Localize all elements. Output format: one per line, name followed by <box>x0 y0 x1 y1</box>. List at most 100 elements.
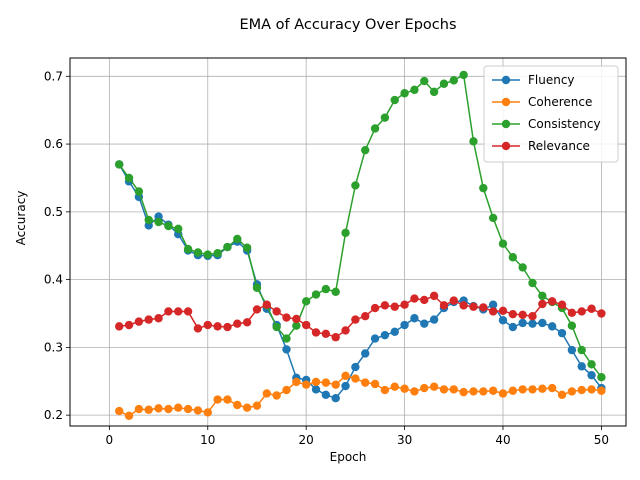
relevance-point <box>469 302 478 311</box>
legend-item-coherence: Coherence <box>492 95 592 109</box>
plot-area-frame <box>69 57 627 427</box>
relevance-point <box>262 300 272 309</box>
consistency-point <box>459 70 468 80</box>
fluency-point <box>321 390 331 400</box>
legend-item-consistency: Consistency <box>492 117 601 131</box>
coherence-point <box>203 408 212 417</box>
consistency-point <box>390 95 399 105</box>
fluency-point <box>351 362 360 372</box>
coherence-point <box>488 386 498 395</box>
consistency-point <box>223 242 232 252</box>
legend-marker-relevance <box>501 141 511 151</box>
coherence-point <box>429 382 439 391</box>
coherence-point <box>282 385 291 395</box>
fluency-point <box>390 327 399 336</box>
relevance-point <box>567 308 577 318</box>
relevance-point <box>282 313 291 322</box>
y-tick-label: 0.5 <box>44 205 63 219</box>
relevance-point <box>301 320 311 330</box>
series-group <box>115 70 606 421</box>
consistency-point <box>272 322 281 332</box>
relevance-point <box>321 329 331 339</box>
consistency-point <box>567 321 577 330</box>
fluency-point <box>282 345 291 354</box>
coherence-point <box>213 395 222 404</box>
relevance-point <box>488 307 498 316</box>
relevance-point <box>203 320 212 330</box>
coherence-point <box>459 387 468 397</box>
fluency-point <box>341 381 350 391</box>
consistency-point <box>203 250 212 259</box>
consistency-point <box>351 181 360 190</box>
consistency-point <box>439 79 449 88</box>
consistency-point <box>380 113 390 122</box>
coherence-point <box>498 389 508 398</box>
consistency-point <box>154 217 163 227</box>
relevance-point <box>587 304 596 313</box>
fluency-point <box>547 322 557 331</box>
consistency-point <box>242 243 252 252</box>
coherence-point <box>292 377 301 387</box>
consistency-point <box>193 248 203 257</box>
coherence-point <box>538 384 547 393</box>
consistency-point <box>538 291 547 301</box>
coherence-point <box>262 389 272 398</box>
coherence-point <box>331 380 340 389</box>
consistency-point <box>410 85 419 95</box>
coherence-point <box>547 383 557 393</box>
fluency-point <box>361 349 370 358</box>
coherence-point <box>361 378 370 387</box>
y-tick-label: 0.2 <box>44 408 63 422</box>
consistency-point <box>301 297 311 306</box>
relevance-point <box>252 305 262 314</box>
relevance-point <box>410 294 419 303</box>
relevance-point <box>449 296 458 305</box>
legend-item-relevance: Relevance <box>492 139 590 153</box>
consistency-point <box>469 137 478 146</box>
consistency-point <box>498 239 508 248</box>
consistency-series <box>115 70 606 382</box>
consistency-point <box>361 145 370 155</box>
fluency-point <box>370 334 380 343</box>
x-tick-label: 0 <box>106 433 114 447</box>
relevance-point <box>134 317 144 326</box>
coherence-point <box>400 384 409 393</box>
legend-item-fluency: Fluency <box>492 73 575 87</box>
fluency-point <box>528 319 537 328</box>
coherence-point <box>242 403 252 412</box>
relevance-point <box>439 301 449 310</box>
legend-label-fluency: Fluency <box>528 73 575 87</box>
fluency-point <box>420 319 429 328</box>
relevance-point <box>164 307 173 316</box>
coherence-point <box>508 386 518 395</box>
relevance-point <box>292 314 301 324</box>
relevance-point <box>311 328 321 337</box>
consistency-point <box>144 215 153 225</box>
consistency-point <box>252 283 262 292</box>
fluency-point <box>331 394 340 403</box>
relevance-point <box>341 326 350 335</box>
relevance-point <box>538 299 547 309</box>
legend-label-consistency: Consistency <box>528 117 601 131</box>
consistency-point <box>420 76 429 86</box>
coherence-point <box>272 391 281 400</box>
legend-marker-coherence <box>501 97 511 107</box>
consistency-point <box>479 183 488 193</box>
relevance-point <box>154 314 163 323</box>
coherence-point <box>577 385 586 395</box>
legend-label-coherence: Coherence <box>528 95 592 109</box>
relevance-point <box>272 307 281 316</box>
axis-ticks: 0 10 20 30 40 50 0.2 0.3 0.4 0.5 0.6 0.7 <box>44 69 609 447</box>
relevance-point <box>174 307 183 316</box>
fluency-point <box>498 316 508 325</box>
relevance-series <box>115 291 606 342</box>
coherence-point <box>587 385 596 394</box>
relevance-point <box>223 322 232 332</box>
coherence-point <box>252 401 262 410</box>
coherence-point <box>597 386 606 395</box>
consistency-point <box>311 290 321 299</box>
fluency-point <box>380 330 390 340</box>
consistency-point <box>528 278 537 288</box>
coherence-point <box>567 387 577 396</box>
